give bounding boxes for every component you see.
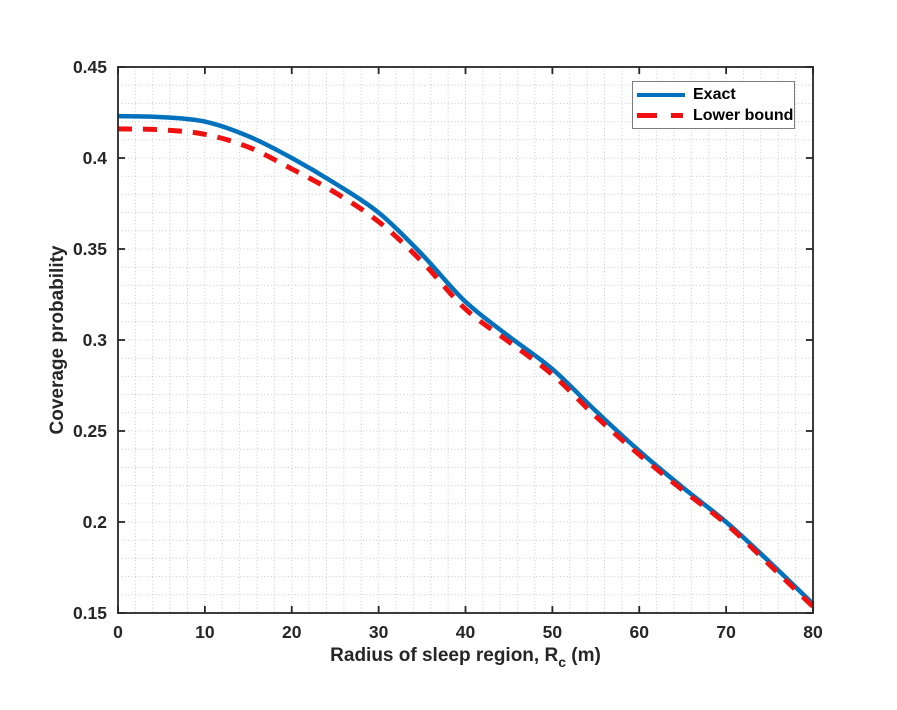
x-tick-label: 80: [803, 622, 823, 642]
x-axis-title-subscript: c: [558, 654, 566, 670]
y-tick-label: 0.45: [73, 57, 107, 77]
x-tick-label: 50: [543, 622, 563, 642]
y-tick-label: 0.3: [83, 330, 108, 350]
x-tick-label: 20: [282, 622, 302, 642]
y-tick-label: 0.35: [73, 239, 107, 259]
x-axis-title: Radius of sleep region, Rc (m): [118, 645, 813, 670]
x-tick-label: 0: [113, 622, 123, 642]
legend-label-lower-bound: Lower bound: [693, 106, 794, 124]
y-tick-label: 0.4: [83, 148, 108, 168]
lower-bound-line-sample: [637, 113, 685, 118]
y-tick-label: 0.25: [73, 421, 107, 441]
x-axis-title-main: Radius of sleep region, R: [330, 645, 559, 666]
y-tick-label: 0.15: [73, 603, 107, 623]
legend: Exact Lower bound: [632, 81, 795, 129]
x-tick-label: 30: [369, 622, 389, 642]
legend-item-lower-bound: Lower bound: [633, 105, 794, 126]
legend-label-exact: Exact: [693, 85, 736, 103]
x-tick-label: 60: [630, 622, 650, 642]
x-tick-label: 40: [456, 622, 476, 642]
x-axis-title-units: (m): [566, 645, 601, 666]
x-tick-label: 10: [195, 622, 215, 642]
legend-item-exact: Exact: [633, 84, 794, 105]
y-tick-label: 0.2: [83, 512, 108, 532]
exact-line-sample: [637, 92, 685, 97]
x-tick-label: 70: [716, 622, 736, 642]
y-axis-title: Coverage probability: [47, 245, 68, 435]
series-path-lower-bound: [117, 126, 815, 609]
